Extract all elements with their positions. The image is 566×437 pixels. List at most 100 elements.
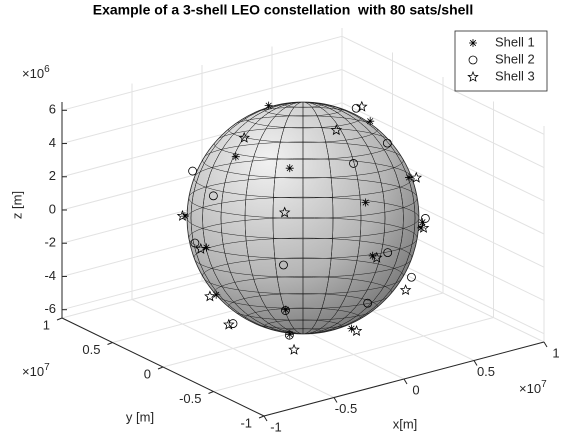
data-point [278, 206, 291, 218]
data-point [361, 198, 370, 207]
z-scale-power: 6 [44, 64, 50, 75]
z-tick-label: -4 [44, 268, 56, 283]
data-point [418, 218, 427, 227]
data-point [351, 103, 361, 113]
data-point [284, 330, 294, 340]
x-scale-base: ×10 [519, 381, 541, 396]
x-tick-label: 0 [412, 382, 419, 397]
earth-meridian [190, 102, 416, 334]
earth-latitude [187, 196, 419, 240]
y-tick-label: -0.5 [179, 391, 201, 406]
data-point [417, 223, 426, 232]
earth-meridian [244, 102, 362, 334]
x-tick-label: -0.5 [335, 401, 357, 416]
x-scale-label: ×107 [519, 379, 547, 397]
y-tick [56, 317, 63, 321]
data-marks [176, 100, 430, 355]
y-tick [258, 415, 265, 419]
data-point [347, 324, 356, 333]
data-point [366, 117, 375, 126]
z-tick-label: 2 [49, 168, 56, 183]
data-point [356, 100, 368, 112]
data-point [417, 221, 430, 233]
legend-marker [467, 70, 479, 82]
earth-meridian [272, 102, 334, 334]
y-tick-label: -1 [240, 415, 252, 430]
grid-line [341, 35, 545, 135]
data-point [208, 191, 218, 201]
grid-line [213, 317, 494, 392]
data-point [281, 306, 290, 315]
y-scale-base: ×10 [22, 364, 44, 379]
z-axis-label: z [m] [9, 191, 24, 219]
data-point [382, 138, 392, 148]
data-point [288, 343, 300, 355]
data-point [202, 243, 211, 252]
data-point [231, 152, 240, 161]
data-point [228, 319, 238, 328]
data-point [349, 159, 358, 168]
legend-label: Shell 3 [495, 68, 535, 83]
y-axis-label: y [m] [126, 409, 154, 424]
grid-line [341, 102, 545, 202]
x-tick [543, 341, 548, 348]
data-point [330, 124, 343, 136]
x-tick-label: 0.5 [477, 364, 495, 379]
y-tick-label: 1 [43, 317, 50, 332]
x-scale-power: 7 [541, 379, 547, 390]
grid-line [61, 69, 343, 145]
z-scale-label: ×106 [22, 64, 50, 82]
earth [186, 101, 420, 335]
data-point [363, 298, 373, 308]
z-tick-label: 0 [49, 201, 56, 216]
x-tick-label: -1 [270, 419, 282, 434]
x-tick [263, 415, 268, 422]
chart-title: Example of a 3-shell LEO constellation w… [93, 2, 473, 18]
data-point [176, 209, 189, 221]
earth-grid [187, 102, 419, 334]
data-point [281, 305, 290, 314]
z-tick-label: 4 [49, 135, 56, 150]
data-point [264, 101, 273, 110]
z-tick-label: 6 [49, 102, 56, 117]
data-point [370, 251, 383, 263]
grid-line [61, 35, 343, 111]
data-point [223, 318, 235, 330]
x-tick-label: 1 [552, 345, 559, 360]
data-point [350, 324, 363, 336]
legend: Shell 1 Shell 2 Shell 3 [454, 30, 548, 92]
y-scale-power: 7 [44, 362, 50, 373]
legend-label: Shell 1 [495, 34, 535, 49]
data-point [238, 131, 250, 143]
z-scale-base: ×10 [22, 66, 44, 81]
legend-marker [469, 39, 477, 47]
earth-meridian [202, 102, 404, 334]
z-tick-label: -2 [44, 235, 56, 250]
earth-meridian [220, 102, 386, 334]
data-point [399, 284, 412, 296]
y-scale-label: ×107 [22, 362, 50, 380]
data-point [285, 330, 294, 339]
data-point [405, 173, 414, 182]
y-tick-label: 0 [144, 366, 151, 381]
data-point [204, 290, 216, 302]
data-point [410, 171, 423, 183]
z-tick-label: -6 [44, 301, 56, 316]
x-axis-label: x[m] [393, 416, 418, 431]
data-point [279, 260, 288, 270]
data-point [407, 272, 416, 282]
x-tick [403, 378, 408, 385]
y-tick-label: 0.5 [82, 342, 100, 357]
x-tick [333, 397, 338, 403]
x-tick [473, 360, 478, 366]
data-point [420, 214, 430, 223]
data-point [190, 238, 200, 248]
data-point [188, 166, 198, 176]
grid-line [341, 69, 545, 168]
data-point [195, 242, 207, 254]
legend-label: Shell 2 [495, 51, 535, 66]
legend-marker [468, 55, 478, 65]
data-point [285, 164, 294, 173]
